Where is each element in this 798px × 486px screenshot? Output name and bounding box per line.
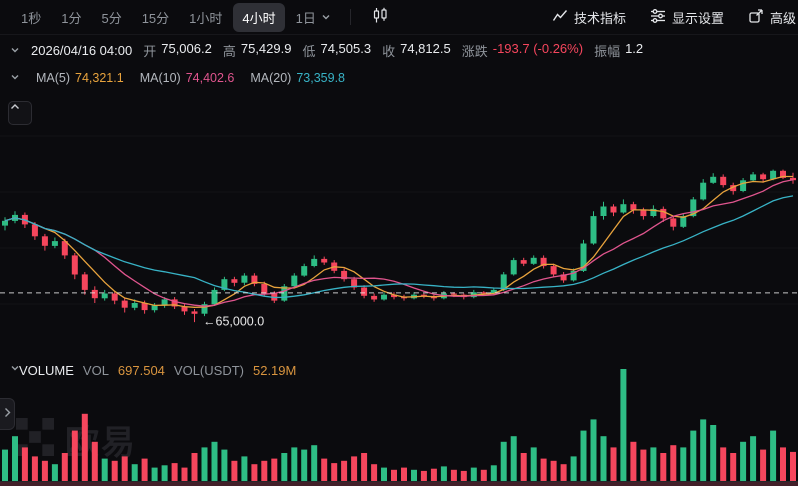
open-field: 开 75,006.2 (143, 40, 212, 59)
expand-chart-icon (748, 8, 764, 27)
timeframe-1d-label: 1日 (295, 10, 316, 26)
settings-sliders-icon (650, 8, 666, 27)
advanced-label: 高级 (769, 10, 796, 26)
advanced-button[interactable]: 高级 (737, 8, 798, 27)
close-field: 收 74,812.5 (382, 40, 451, 59)
volume-header: VOLUME VOL 697.504 VOL(USDT) 52.19M (10, 363, 296, 378)
indicators-label: 技术指标 (573, 10, 626, 26)
ma5-readout: MA(5) 74,321.1 (36, 71, 124, 85)
volume-pane[interactable]: VOLUME VOL 697.504 VOL(USDT) 52.19M (0, 359, 798, 486)
display-settings-label: 显示设置 (671, 10, 724, 26)
ma10-readout: MA(10) 74,402.6 (139, 71, 235, 85)
low-field: 低 74,505.3 (302, 40, 372, 59)
indicators-button[interactable]: 技术指标 (541, 8, 637, 27)
vol-usdt-value: 52.19M (252, 363, 297, 378)
high-field: 高 75,429.9 (222, 40, 292, 59)
candlestick-chart[interactable]: ←65,000.0 (0, 91, 798, 359)
okx-logo-icon (16, 418, 54, 461)
toolbar-divider (349, 9, 351, 25)
vol-value: 697.504 (117, 363, 165, 378)
candlestick-icon (372, 7, 389, 27)
display-settings-button[interactable]: 显示设置 (639, 8, 735, 27)
timeframe-5m-button[interactable]: 5分 (101, 10, 122, 26)
timeframe-1d-dropdown[interactable]: 1日 (287, 3, 340, 32)
timeframe-4h-button-selected[interactable]: 4小时 (233, 2, 285, 32)
chevron-right-icon (4, 405, 11, 423)
timeframe-1h-button[interactable]: 1小时 (189, 10, 223, 26)
ohlc-info-row: 2026/04/16 04:00 开 75,006.2 高 75,429.9 低 74… (0, 35, 798, 65)
ma-indicator-row: MA(5) 74,321.1 MA(10) 74,402.6 MA(20) 73,35… (0, 65, 798, 91)
chevron-down-icon[interactable] (10, 71, 20, 85)
price-chart-pane[interactable]: ←65,000.0 (0, 91, 798, 359)
ma20-readout: MA(20) 73,359.8 (250, 71, 346, 85)
chart-type-button[interactable] (361, 7, 400, 27)
chevron-down-icon[interactable] (10, 43, 20, 58)
indicator-line-icon (552, 8, 568, 27)
svg-text:←65,000.0: ←65,000.0 (203, 315, 264, 329)
candle-datetime: 2026/04/16 04:00 (31, 42, 133, 58)
volume-title: VOLUME (19, 363, 74, 378)
vol-label: VOL (82, 363, 109, 378)
timeframe-1s-button[interactable]: 1秒 (21, 10, 42, 26)
chart-toolbar: 1秒 1分 5分 15分 1小时 4小时 1日 技术指标 (0, 0, 798, 35)
collapse-pane-button[interactable] (8, 101, 32, 125)
vol-usdt-label: VOL(USDT) (173, 363, 244, 378)
chevron-down-icon (321, 10, 331, 25)
timeframe-1m-button[interactable]: 1分 (61, 10, 82, 26)
timeframe-15m-button[interactable]: 15分 (141, 10, 170, 26)
change-field: 涨跌 -193.7 (-0.26%) (461, 40, 584, 59)
expand-side-panel-button[interactable] (0, 398, 15, 430)
bottom-axis-strip (0, 482, 798, 486)
volume-bars-chart[interactable] (0, 359, 798, 486)
amplitude-field: 振幅 1.2 (594, 40, 644, 59)
